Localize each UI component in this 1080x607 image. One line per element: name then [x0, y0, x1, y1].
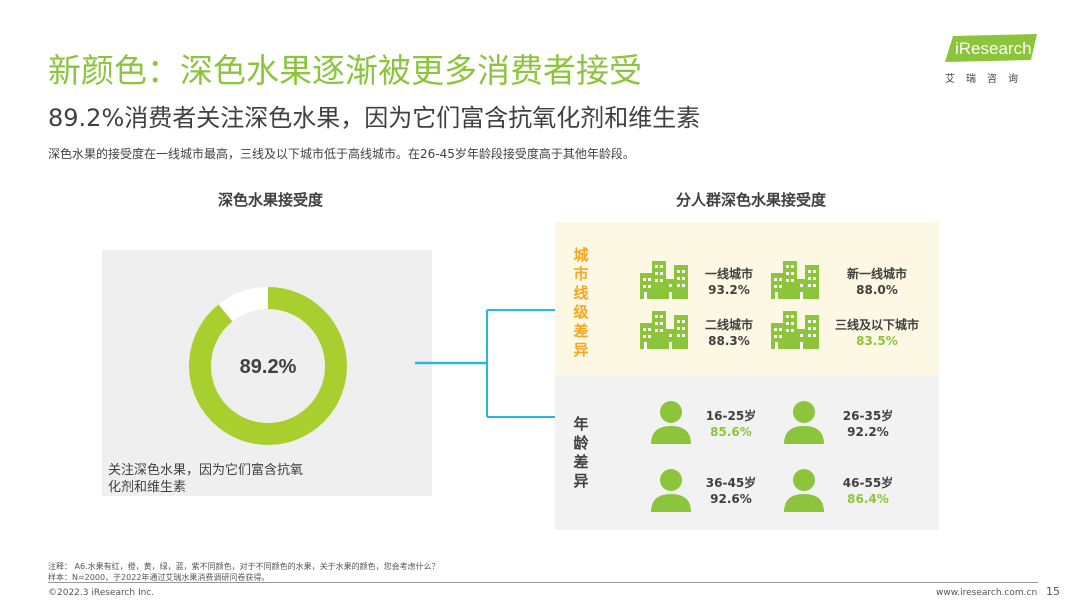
page-subtitle: 89.2%消费者关注深色水果，因为它们富含抗氧化剂和维生素	[48, 104, 701, 132]
city-item-value: 88.3%	[708, 334, 750, 348]
city-tier-panel	[555, 222, 939, 376]
building-icon	[771, 261, 819, 303]
city-item-name: 二线城市	[704, 318, 753, 332]
city-item: 三线及以下城市 83.5%	[822, 317, 932, 349]
building-icon	[771, 311, 819, 353]
logo-text: iResearch	[955, 39, 1032, 58]
city-item: 新一线城市 88.0%	[822, 266, 932, 298]
age-item-value: 86.4%	[847, 492, 889, 506]
footnote-sample: 样本：N=2000，于2022年通过艾瑞水果消费调研问卷获得。	[48, 573, 270, 582]
city-item-value: 93.2%	[708, 283, 750, 297]
page-number: 15	[1046, 585, 1060, 598]
age-label: 年龄差异	[573, 415, 589, 490]
footnote-question: 注释： A6.水果有红，橙，黄，绿，蓝，紫不同颜色，对于不同颜色的水果，关于水果…	[48, 562, 440, 571]
city-item: 一线城市 93.2%	[674, 266, 784, 298]
donut-arc	[189, 287, 347, 445]
age-item: 26-35岁 92.2%	[813, 408, 923, 440]
person-icon	[649, 400, 693, 448]
city-item: 二线城市 88.3%	[674, 317, 784, 349]
right-section-title: 分人群深色水果接受度	[676, 191, 827, 209]
city-item-name: 新一线城市	[846, 267, 907, 281]
city-tier-label: 城市线级差异	[573, 246, 589, 359]
city-item-value: 88.0%	[856, 283, 898, 297]
page-description: 深色水果的接受度在一线城市最高，三线及以下城市低于高线城市。在26-45岁年龄段…	[48, 147, 635, 161]
donut-center-label: 89.2%	[240, 356, 297, 378]
age-item: 16-25岁 85.6%	[676, 408, 786, 440]
donut-chart: 89.2%	[189, 287, 347, 445]
age-item-name: 46-55岁	[842, 476, 894, 490]
city-item-name: 三线及以下城市	[834, 318, 919, 332]
donut-caption: 关注深色水果，因为它们富含抗氧化剂和维生素	[108, 463, 304, 495]
age-item-name: 36-45岁	[705, 476, 757, 490]
age-item: 46-55岁 86.4%	[813, 475, 923, 507]
page-title: 新颜色：深色水果逐渐被更多消费者接受	[48, 51, 642, 90]
age-item: 36-45岁 92.6%	[676, 475, 786, 507]
copyright: ©2022.3 iResearch Inc.	[48, 588, 155, 598]
logo-cn-text: 艾瑞咨询	[945, 74, 1029, 85]
footer-divider	[48, 582, 1038, 583]
iresearch-logo: iResearch	[945, 34, 1037, 62]
website: www.iresearch.com.cn	[936, 588, 1038, 598]
building-icon	[640, 311, 688, 353]
age-item-name: 26-35岁	[842, 409, 894, 423]
age-item-name: 16-25岁	[705, 409, 757, 423]
age-item-value: 85.6%	[710, 425, 752, 439]
age-panel	[555, 376, 939, 530]
city-item-name: 一线城市	[704, 267, 753, 281]
connector-lines	[415, 309, 555, 418]
building-icon	[640, 261, 688, 303]
city-item-value: 83.5%	[856, 334, 898, 348]
age-item-value: 92.2%	[847, 425, 889, 439]
left-section-title: 深色水果接受度	[218, 191, 324, 209]
person-icon	[782, 400, 826, 448]
person-icon	[649, 468, 693, 516]
age-item-value: 92.6%	[710, 492, 752, 506]
person-icon	[782, 468, 826, 516]
